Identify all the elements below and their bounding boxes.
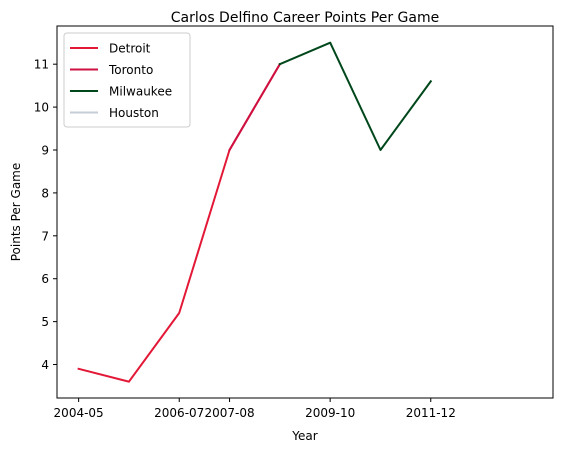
y-tick-label: 9 — [41, 144, 49, 158]
x-tick-label: 2006-07 — [154, 406, 204, 420]
series-line-milwaukee — [278, 41, 433, 151]
y-tick-label: 8 — [41, 186, 49, 200]
x-axis-ticks: 2004-05 2006-07 2007-08 2009-10 2011-12 — [54, 398, 456, 420]
y-tick-label: 5 — [41, 315, 49, 329]
x-tick-label: 2011-12 — [406, 406, 456, 420]
y-tick-label: 7 — [41, 229, 49, 243]
legend-label-houston: Houston — [109, 106, 159, 120]
plot-frame — [56, 25, 554, 399]
y-tick-label: 4 — [41, 358, 49, 372]
chart-title: Carlos Delfino Career Points Per Game — [171, 10, 439, 26]
y-tick-label: 6 — [41, 272, 49, 286]
x-tick-label: 2004-05 — [54, 406, 104, 420]
y-axis-ticks: 4 5 6 7 8 9 10 11 — [34, 58, 57, 372]
y-tick-label: 10 — [34, 101, 49, 115]
legend-label-detroit: Detroit — [109, 42, 151, 56]
legend-label-toronto: Toronto — [108, 63, 153, 77]
y-axis-label: Points Per Game — [9, 163, 23, 262]
x-axis-label: Year — [291, 429, 317, 443]
legend-box — [63, 32, 191, 128]
x-tick-label: 2009-10 — [305, 406, 355, 420]
x-tick-label: 2007-08 — [204, 406, 254, 420]
legend: Detroit Toronto Milwaukee Houston — [63, 32, 191, 128]
legend-label-milwaukee: Milwaukee — [109, 85, 172, 99]
plot-lines — [77, 41, 433, 383]
series-line-toronto — [228, 62, 282, 152]
y-tick-label: 11 — [34, 58, 49, 72]
